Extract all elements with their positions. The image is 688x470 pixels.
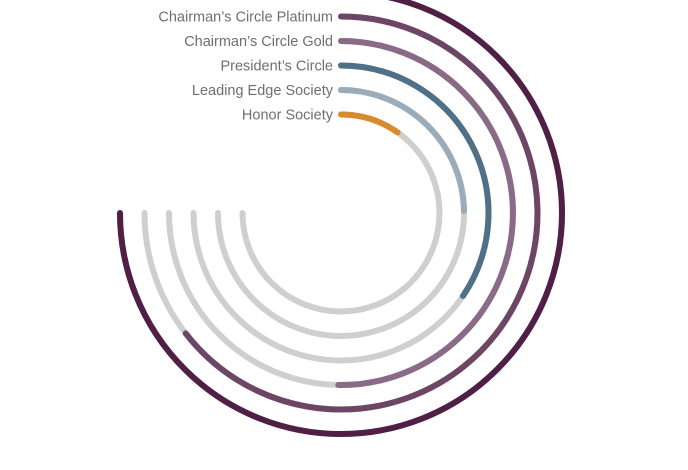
- ring-track-honor-society: [239, 111, 443, 315]
- ring-bar-leading-edge-society: [338, 87, 467, 215]
- ring-bar-chairman-s-circle-gold: [335, 38, 516, 388]
- ring-label-honor-society: Honor Society: [242, 108, 334, 124]
- ring-label-chairman-s-circle-gold: Chairman’s Circle Gold: [184, 34, 333, 50]
- bars-layer: [117, 0, 565, 437]
- ring-label-chairman-s-circle-diamond: Chairman’s Circle Diamond: [157, 0, 333, 1]
- ring-label-chairman-s-circle-platinum: Chairman’s Circle Platinum: [158, 10, 333, 26]
- ring-label-president-s-circle: President’s Circle: [220, 59, 333, 75]
- labels-layer: Chairman’s Circle Diamond Chairman’s Circ…: [157, 0, 334, 124]
- ring-bar-chairman-s-circle-platinum: [182, 13, 541, 413]
- ring-label-leading-edge-society: Leading Edge Society: [192, 83, 334, 99]
- ring-bar-president-s-circle: [338, 62, 492, 299]
- ring-bar-honor-society: [338, 111, 401, 136]
- ring-bar-chairman-s-circle-diamond: [117, 0, 565, 437]
